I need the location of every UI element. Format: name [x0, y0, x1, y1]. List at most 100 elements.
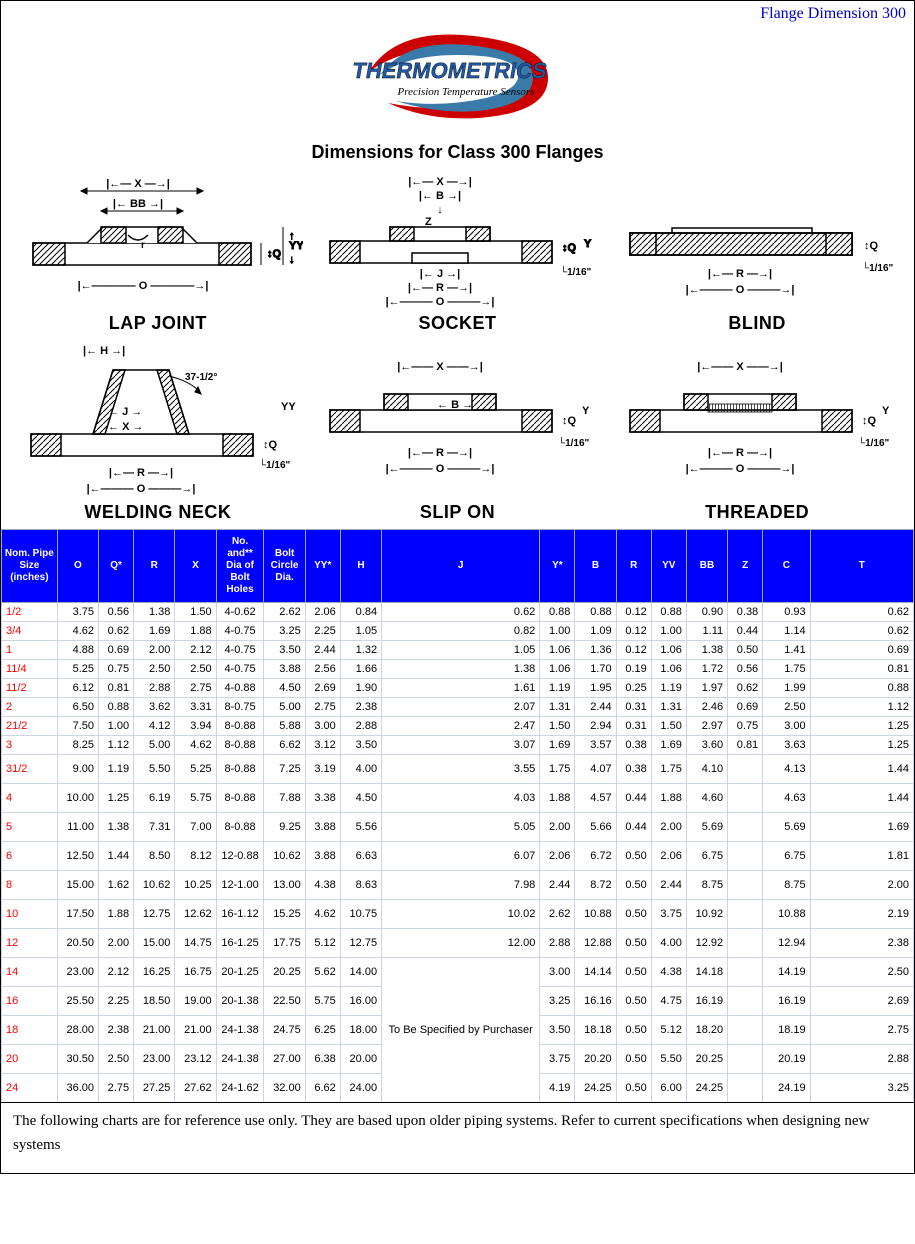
table-cell: 24-1.62	[216, 1074, 264, 1103]
table-cell: 2.75	[175, 679, 216, 698]
table-cell	[728, 1016, 763, 1045]
table-cell: 4-0.75	[216, 641, 264, 660]
table-cell: 24.25	[686, 1074, 727, 1103]
logo-text-tagline: Precision Temperature Sensors	[396, 86, 534, 98]
table-cell: 1.19	[99, 755, 134, 784]
table-cell: 0.69	[99, 641, 134, 660]
table-cell: 2.06	[540, 842, 575, 871]
table-cell: 0.12	[616, 603, 651, 622]
svg-text:↕Q: ↕Q	[263, 439, 278, 451]
table-cell: 12.88	[575, 929, 616, 958]
pipe-size-cell: 12	[2, 929, 58, 958]
table-cell: 4.60	[686, 784, 727, 813]
svg-text:└1/16": └1/16"	[862, 261, 894, 274]
table-cell: 18.18	[575, 1016, 616, 1045]
table-cell: 0.25	[616, 679, 651, 698]
footnote: The following charts are for reference u…	[1, 1102, 914, 1163]
table-cell: 0.88	[575, 603, 616, 622]
table-cell: 8.63	[340, 871, 381, 900]
table-cell: 0.38	[616, 736, 651, 755]
table-cell: 6.19	[134, 784, 175, 813]
table-header-row: Nom. PipeSize(inches)OQ*RXNo.and**Dia of…	[2, 530, 914, 603]
table-cell: 3.07	[382, 736, 540, 755]
table-cell: 2.44	[575, 698, 616, 717]
table-cell: 6.63	[340, 842, 381, 871]
table-cell: 10.00	[57, 784, 98, 813]
diagram-threaded: |←—— X ——→| ↕Q Y └1/16" |←— R —→| |←——— …	[610, 340, 904, 523]
table-cell: 8-0.88	[216, 784, 264, 813]
table-cell: 0.50	[616, 929, 651, 958]
table-cell: 3.25	[540, 987, 575, 1016]
table-cell: 3.62	[134, 698, 175, 717]
table-cell: 0.31	[616, 717, 651, 736]
table-cell: 4-0.62	[216, 603, 264, 622]
svg-text:|←——— O ———→|: |←——— O ———→|	[86, 483, 195, 495]
table-cell	[728, 900, 763, 929]
table-cell: 2.50	[763, 698, 810, 717]
pipe-size-cell: 3/4	[2, 622, 58, 641]
table-cell	[728, 755, 763, 784]
table-cell: 4.57	[575, 784, 616, 813]
table-cell: 36.00	[57, 1074, 98, 1103]
table-cell: 1.38	[686, 641, 727, 660]
table-cell: 2.19	[810, 900, 913, 929]
table-cell: 12.75	[134, 900, 175, 929]
table-cell: 2.00	[134, 641, 175, 660]
table-cell: 2.88	[810, 1045, 913, 1074]
table-cell: 17.75	[264, 929, 305, 958]
table-cell: 1.31	[540, 698, 575, 717]
table-cell: 1.00	[99, 717, 134, 736]
svg-text:|← BB →|: |← BB →|	[113, 198, 163, 210]
table-cell	[728, 1045, 763, 1074]
table-cell: 0.93	[763, 603, 810, 622]
table-cell: 2.12	[175, 641, 216, 660]
table-cell	[728, 784, 763, 813]
table-cell: 2.38	[99, 1016, 134, 1045]
table-cell: 2.50	[810, 958, 913, 987]
table-cell: 2.44	[540, 871, 575, 900]
table-cell: 0.84	[340, 603, 381, 622]
svg-text:↓: ↓	[289, 254, 295, 266]
table-cell: 1.06	[540, 641, 575, 660]
table-cell: 1.95	[575, 679, 616, 698]
svg-text:↕Q: ↕Q	[562, 415, 577, 427]
table-cell: 8-0.88	[216, 755, 264, 784]
table-cell: 2.46	[686, 698, 727, 717]
table-cell: 1.36	[575, 641, 616, 660]
table-cell: 1.05	[340, 622, 381, 641]
table-col-header: YV	[651, 530, 686, 603]
table-cell: 0.56	[728, 660, 763, 679]
table-cell: 0.88	[99, 698, 134, 717]
table-cell: 10.25	[175, 871, 216, 900]
table-cell: 27.62	[175, 1074, 216, 1103]
table-cell: 1.06	[651, 641, 686, 660]
table-cell: 0.50	[616, 900, 651, 929]
table-cell: 2.75	[99, 1074, 134, 1103]
table-cell: 1.99	[763, 679, 810, 698]
table-cell: 0.82	[382, 622, 540, 641]
table-cell: 3.38	[305, 784, 340, 813]
table-cell: 2.44	[651, 871, 686, 900]
table-cell: 1.88	[99, 900, 134, 929]
svg-text:|← B →|: |← B →|	[419, 190, 461, 202]
table-cell: 1.90	[340, 679, 381, 698]
svg-text:Y: Y	[584, 238, 592, 250]
table-cell: 1.75	[763, 660, 810, 679]
table-cell: 20.20	[575, 1045, 616, 1074]
table-cell: 2.00	[99, 929, 134, 958]
table-cell: 1.69	[651, 736, 686, 755]
table-cell: 6.38	[305, 1045, 340, 1074]
table-col-header: BB	[686, 530, 727, 603]
table-col-header: Q*	[99, 530, 134, 603]
table-cell: 8-0.88	[216, 717, 264, 736]
table-cell: 16.75	[175, 958, 216, 987]
table-cell: 2.47	[382, 717, 540, 736]
table-cell: 23.00	[134, 1045, 175, 1074]
svg-text:↕Q: ↕Q	[562, 242, 577, 254]
table-cell: 0.38	[728, 603, 763, 622]
table-cell: 1.70	[575, 660, 616, 679]
table-col-header: H	[340, 530, 381, 603]
table-cell: 5.00	[134, 736, 175, 755]
table-row: 1220.502.0015.0014.7516-1.2517.755.1212.…	[2, 929, 914, 958]
table-cell: 0.62	[728, 679, 763, 698]
